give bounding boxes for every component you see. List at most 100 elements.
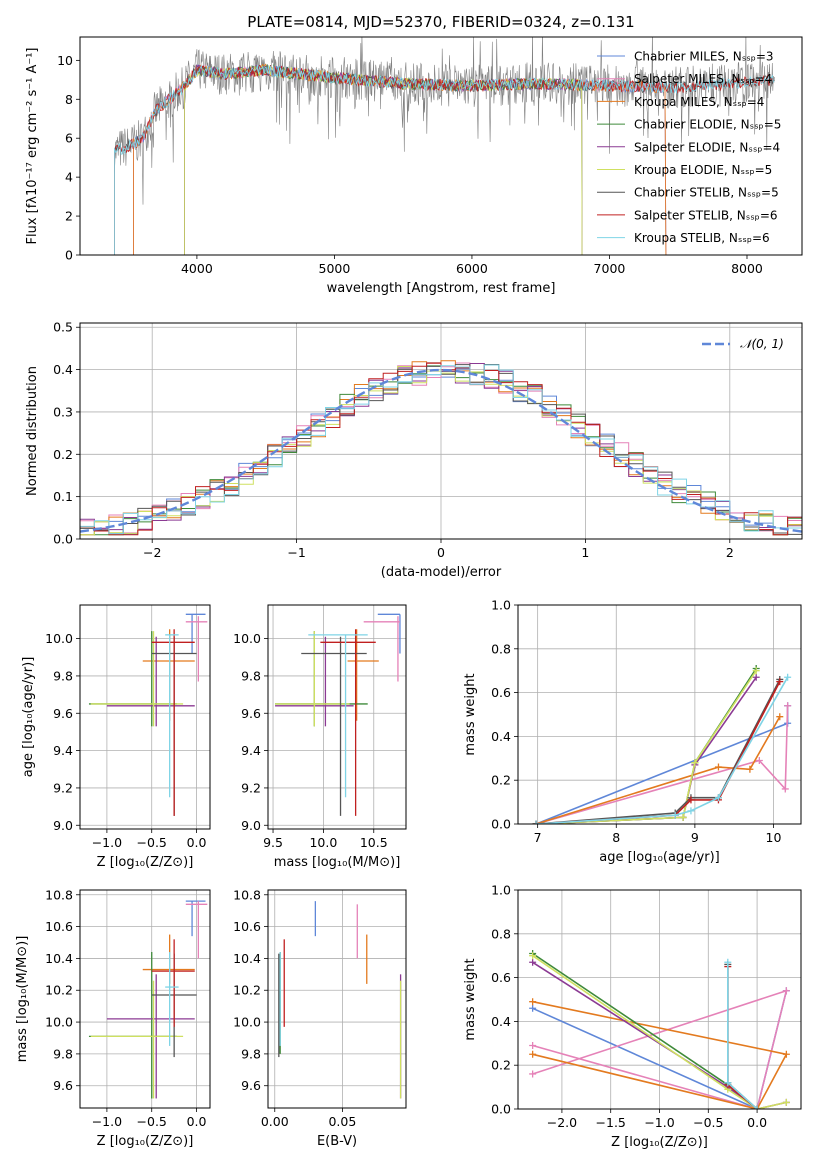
y-tick-label: 0 [65, 248, 73, 263]
mass_weight_vs_age-lines [532, 665, 792, 824]
legend-entry: Salpeter MILES, Nₛₛₚ=4 [634, 72, 772, 86]
x-tick-label: 5000 [319, 261, 351, 276]
weight-marker [776, 713, 784, 721]
y-tick-label: 0.3 [53, 404, 73, 419]
weight-marker [782, 1098, 790, 1106]
x-axis-label: (data-model)/error [381, 565, 502, 580]
y-tick-label: 0.0 [491, 1102, 511, 1117]
y-tick-label: 9.8 [241, 1046, 261, 1061]
weight-marker [784, 702, 792, 710]
weight-line-salpeter_stelib [536, 681, 781, 824]
y-tick-label: 2 [65, 209, 73, 224]
y-tick-label: 10 [57, 53, 73, 68]
x-tick-label: −1.5 [596, 1115, 626, 1130]
model-spectrum-chabrier_stelib [114, 64, 775, 255]
x-tick-label: 10 [766, 830, 782, 845]
spectrum-frame [79, 36, 803, 256]
weight-line-kroupa_elodie [536, 670, 757, 824]
mass_weight_vs_age-frame [517, 604, 802, 825]
weight-line-kroupa_miles [535, 716, 781, 824]
histogram-kroupa_stelib [80, 364, 802, 535]
mass_vs_Z-axes: −1.0 −0.5 0.0 9.6 9.8 10.0 10.2 10.4 10.6 10.8 Z [… [15, 887, 210, 1149]
y-tick-label: 0.5 [53, 320, 73, 335]
x-tick-label: −2 [143, 545, 161, 560]
x-axis-label: Z [log₁₀(Z/Z⊙)] [97, 1134, 194, 1149]
y-tick-label: 0.1 [53, 489, 73, 504]
x-tick-label: 8000 [731, 261, 763, 276]
y-tick-label: 10.0 [45, 631, 73, 646]
y-tick-label: 0.4 [491, 729, 511, 744]
legend-entry: Salpeter ELODIE, Nₛₛₚ=4 [634, 140, 780, 154]
y-tick-label: 9.6 [53, 1078, 73, 1093]
weight-line-kroupa_stelib [727, 962, 758, 1109]
y-tick-label: 0.4 [491, 1014, 511, 1029]
y-tick-label: 10.8 [45, 887, 73, 902]
weight-line-salpeter_miles [535, 705, 789, 824]
legend-entry: Kroupa ELODIE, Nₛₛₚ=5 [634, 163, 772, 177]
x-axis-label: mass [log₁₀(M/M⊙)] [274, 855, 401, 870]
mass_vs_ebv-points [278, 901, 402, 1099]
legend: Chabrier MILES, Nₛₛₚ=3 Salpeter MILES, Nₛ… [597, 50, 781, 245]
y-tick-label: 10.8 [233, 887, 261, 902]
x-axis-label: Z [log₁₀(Z/Z⊙)] [97, 855, 194, 870]
age_vs_Z-axes: −1.0 −0.5 0.0 9.0 9.2 9.4 9.6 9.8 10.0 Z [log₁₀(Z… [21, 605, 210, 870]
x-tick-label: 6000 [456, 261, 488, 276]
y-tick-label: 10.2 [45, 983, 73, 998]
x-tick-label: 0.0 [187, 1114, 207, 1129]
x-axis-label: E(B-V) [317, 1134, 357, 1149]
x-tick-label: 10.0 [309, 835, 337, 850]
weight-line-salpeter_miles [532, 989, 788, 1109]
mass_weight_vs_Z-axes: −2.0 −1.5 −1.0 −0.5 0.0 0.0 0.2 0.4 0.6 0.8 1.0 Z [… [463, 883, 801, 1150]
y-tick-label: 0.0 [491, 817, 511, 832]
y-tick-label: 1.0 [491, 598, 511, 613]
age_vs_mass-frame [267, 604, 407, 830]
y-tick-label: 0.6 [491, 685, 511, 700]
weight-line-kroupa_miles [532, 1000, 788, 1109]
legend-entry: Chabrier ELODIE, Nₛₛₚ=5 [634, 118, 781, 132]
age_vs_mass-points [275, 613, 401, 816]
age_vs_Z-points [88, 613, 208, 816]
weight-marker [714, 763, 722, 771]
x-tick-label: 1 [581, 545, 589, 560]
y-axis-label: mass weight [463, 958, 478, 1040]
y-tick-label: 0.2 [53, 447, 73, 462]
x-tick-label: 4000 [181, 261, 213, 276]
y-tick-label: 9.4 [241, 743, 261, 758]
y-tick-label: 9.2 [241, 780, 261, 795]
y-axis-label: Normed distribution [25, 366, 40, 496]
model-spectrum-chabrier_miles [133, 64, 667, 255]
weight-marker [687, 807, 695, 815]
x-tick-label: 0.05 [328, 1114, 356, 1129]
x-tick-label: 10.5 [360, 835, 388, 850]
x-tick-label: 9 [691, 830, 699, 845]
y-tick-label: 10.4 [45, 951, 73, 966]
y-tick-label: 9.2 [53, 780, 73, 795]
chart-title: PLATE=0814, MJD=52370, FIBERID=0324, z=0… [247, 13, 634, 31]
spectrum-axes: 4000 5000 6000 7000 8000 0 2 4 6 8 10 wavelength [A… [25, 48, 763, 297]
weight-line-chabrier_elodie [536, 668, 757, 824]
y-tick-label: 10.0 [233, 631, 261, 646]
y-tick-label: 10.2 [233, 983, 261, 998]
y-tick-label: 0.0 [53, 532, 73, 547]
histogram-kroupa_miles [80, 360, 802, 536]
legend-entry: Kroupa STELIB, Nₛₛₚ=6 [634, 231, 770, 245]
y-axis-label: age [log₁₀(age/yr)] [21, 657, 36, 778]
weight-line-salpeter_elodie [536, 676, 757, 824]
weight-marker [724, 1079, 732, 1087]
x-tick-label: −1.0 [644, 1115, 674, 1130]
x-tick-label: −1.0 [92, 1114, 122, 1129]
y-tick-label: 10.6 [233, 919, 261, 934]
weight-line-chabrier_miles [535, 705, 789, 824]
x-tick-label: −2.0 [547, 1115, 577, 1130]
y-tick-label: 9.0 [241, 818, 261, 833]
legend-entry: Chabrier MILES, Nₛₛₚ=3 [634, 50, 774, 64]
model-spectrum-kroupa_stelib [114, 64, 775, 255]
x-tick-label: 7000 [594, 261, 626, 276]
weight-marker [746, 765, 754, 773]
y-tick-label: 9.8 [53, 1046, 73, 1061]
histograms [80, 360, 802, 536]
x-tick-label: −0.5 [137, 835, 167, 850]
weight-marker [529, 998, 537, 1006]
mass_vs_ebv-axes: 0.00 0.05 9.6 9.8 10.0 10.2 10.4 10.6 10.8 E(B-V) [233, 887, 406, 1149]
x-tick-label: −1.0 [92, 835, 122, 850]
